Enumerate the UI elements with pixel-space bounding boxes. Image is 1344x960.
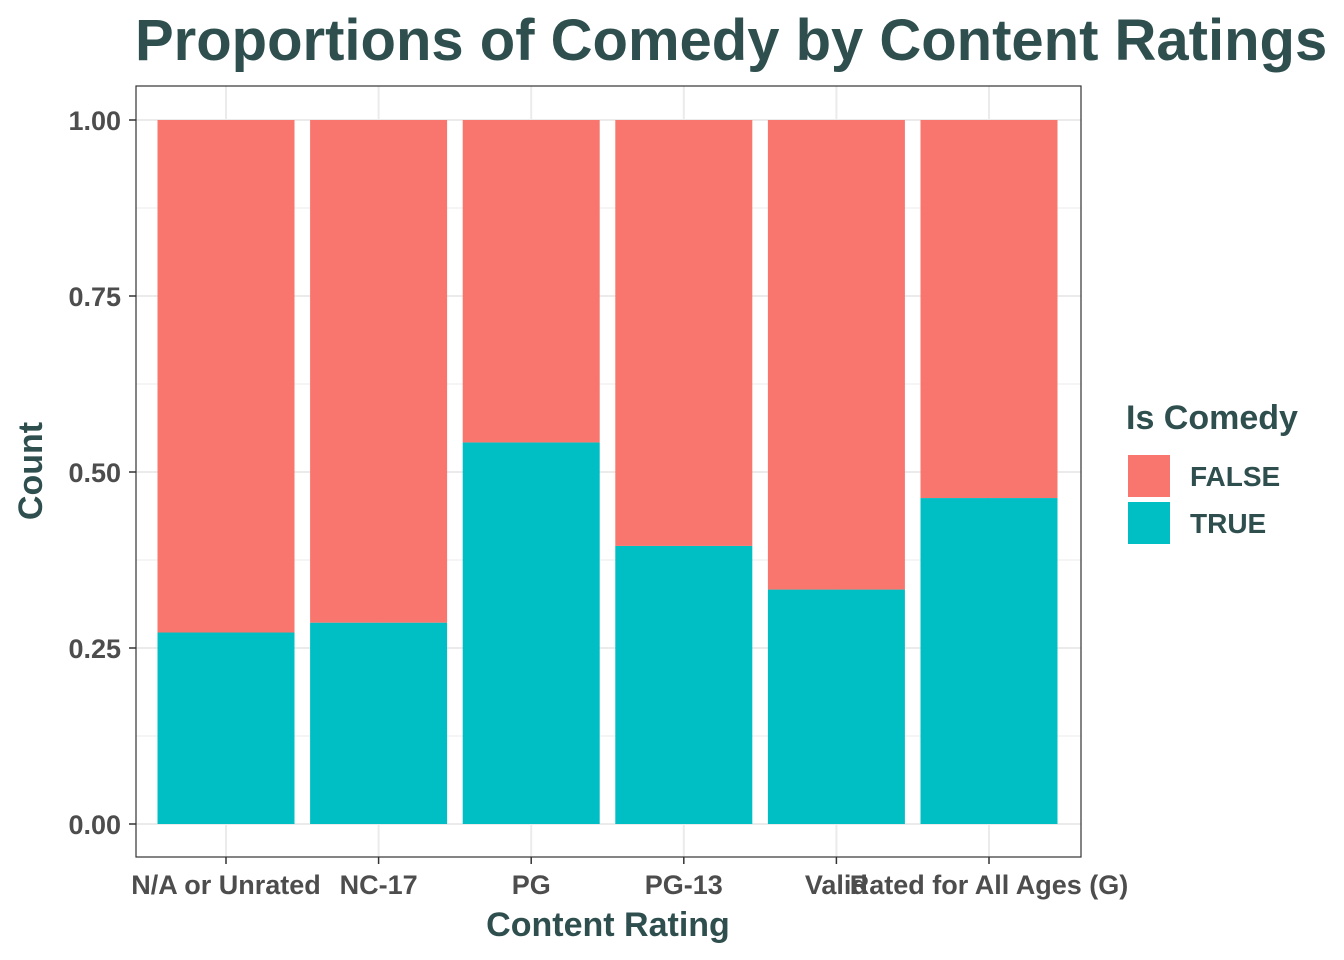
bar-true-3 [615,545,753,824]
y-tick-label: 1.00 [68,106,121,136]
plot-panel [135,85,1082,858]
chart-title: Proportions of Comedy by Content Ratings [135,8,1327,73]
x-tick-label: Valid [805,870,868,900]
bar-false-3 [615,120,753,546]
bar-true-0 [157,632,295,824]
x-tick-label: N/A or Unrated [131,870,321,900]
bar-true-1 [310,622,448,824]
x-tick-label: NC-17 [340,870,418,900]
y-axis: 0.00 0.25 0.50 0.75 1.00 [68,106,136,840]
y-tick-label: 0.00 [68,810,121,840]
bar-true-4 [767,589,905,824]
x-tick-label: Rated for All Ages (G) [850,870,1129,900]
y-tick-label: 0.25 [68,634,121,664]
bar-false-2 [462,120,600,443]
bar-false-4 [767,120,905,590]
legend-key-true [1128,502,1170,544]
x-tick-label: PG-13 [645,870,723,900]
legend-label-false: FALSE [1190,461,1280,492]
x-tick-label: PG [512,870,551,900]
y-tick-label: 0.50 [68,458,121,488]
bar-true-2 [462,442,600,824]
bar-false-5 [920,120,1058,499]
legend-key-false [1128,455,1170,497]
y-axis-title: Count [12,422,50,520]
bar-false-1 [310,120,448,623]
bar-false-0 [157,120,295,633]
x-axis-title: Content Rating [486,906,730,944]
bar-true-5 [920,498,1058,824]
legend: Is Comedy FALSE TRUE [1126,399,1298,544]
legend-title: Is Comedy [1126,399,1298,437]
legend-label-true: TRUE [1190,508,1266,539]
bars [157,120,1058,824]
y-tick-label: 0.75 [68,282,121,312]
